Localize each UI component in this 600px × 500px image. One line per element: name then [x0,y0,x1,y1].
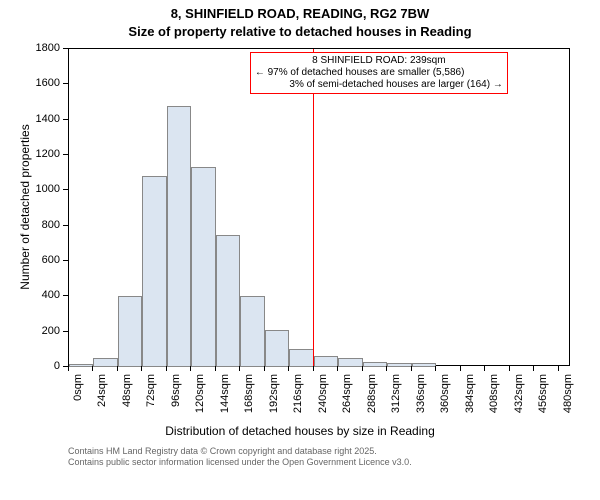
x-tick-label: 312sqm [390,374,402,413]
y-tick-mark [63,295,68,296]
x-tick-label: 336sqm [415,374,427,413]
x-tick-label: 168sqm [243,374,255,413]
reference-line [313,49,314,367]
x-tick-label: 408sqm [488,374,500,413]
x-tick-label: 72sqm [145,374,157,407]
chart-title-line2: Size of property relative to detached ho… [0,24,600,39]
info-box: 8 SHINFIELD ROAD: 239sqm ← 97% of detach… [250,52,508,94]
histogram-bar [314,356,338,367]
histogram-bar [265,330,289,367]
x-tick-mark [68,366,69,371]
y-tick-mark [63,331,68,332]
y-tick-label: 600 [28,254,60,266]
footer-line1: Contains HM Land Registry data © Crown c… [68,446,412,457]
y-tick-label: 200 [28,325,60,337]
x-tick-label: 120sqm [194,374,206,413]
x-tick-label: 48sqm [121,374,133,407]
histogram-bar [387,363,411,367]
x-tick-label: 192sqm [268,374,280,413]
info-line1: 8 SHINFIELD ROAD: 239sqm [255,55,503,67]
footer-text: Contains HM Land Registry data © Crown c… [68,446,412,468]
histogram-bar [363,362,387,367]
y-tick-label: 1200 [28,148,60,160]
x-tick-label: 24sqm [96,374,108,407]
x-tick-mark [411,366,412,371]
x-tick-label: 288sqm [366,374,378,413]
histogram-bar [167,106,191,367]
chart-container: 8, SHINFIELD ROAD, READING, RG2 7BW Size… [0,0,600,500]
x-tick-label: 96sqm [170,374,182,407]
x-tick-label: 144sqm [219,374,231,413]
x-tick-mark [362,366,363,371]
x-tick-mark [288,366,289,371]
y-tick-label: 0 [28,360,60,372]
x-tick-mark [435,366,436,371]
x-tick-mark [533,366,534,371]
y-tick-mark [63,154,68,155]
x-tick-label: 480sqm [562,374,574,413]
histogram-bar [142,176,166,367]
info-line2: ← 97% of detached houses are smaller (5,… [255,67,503,79]
histogram-bar [412,363,436,367]
y-tick-mark [63,48,68,49]
y-tick-mark [63,189,68,190]
histogram-bar [240,296,264,367]
x-tick-mark [558,366,559,371]
x-tick-mark [337,366,338,371]
histogram-bar [289,349,313,367]
y-tick-label: 400 [28,289,60,301]
x-tick-mark [166,366,167,371]
y-tick-mark [63,119,68,120]
y-tick-label: 1600 [28,77,60,89]
plot-area [68,48,570,366]
x-axis-label: Distribution of detached houses by size … [0,424,600,438]
x-tick-label: 0sqm [72,374,84,401]
y-tick-mark [63,225,68,226]
histogram-bar [118,296,142,367]
y-tick-label: 1000 [28,183,60,195]
y-tick-mark [63,83,68,84]
x-tick-mark [509,366,510,371]
x-tick-mark [264,366,265,371]
x-tick-mark [117,366,118,371]
histogram-bar [191,167,215,367]
x-tick-mark [484,366,485,371]
histogram-bar [93,358,117,367]
x-tick-mark [141,366,142,371]
x-tick-label: 240sqm [317,374,329,413]
info-line3: 3% of semi-detached houses are larger (1… [255,79,503,91]
footer-line2: Contains public sector information licen… [68,457,412,468]
x-tick-label: 432sqm [513,374,525,413]
x-tick-label: 384sqm [464,374,476,413]
y-tick-mark [63,260,68,261]
y-tick-label: 800 [28,219,60,231]
x-tick-label: 264sqm [341,374,353,413]
y-tick-label: 1400 [28,113,60,125]
histogram-bar [69,364,93,367]
x-tick-mark [190,366,191,371]
histogram-bar [338,358,362,367]
x-tick-mark [386,366,387,371]
x-tick-mark [313,366,314,371]
x-tick-mark [460,366,461,371]
x-tick-mark [215,366,216,371]
x-tick-mark [239,366,240,371]
x-tick-label: 216sqm [292,374,304,413]
x-tick-mark [92,366,93,371]
x-tick-label: 456sqm [537,374,549,413]
chart-title-line1: 8, SHINFIELD ROAD, READING, RG2 7BW [0,6,600,21]
y-tick-label: 1800 [28,42,60,54]
histogram-bar [216,235,240,368]
x-tick-label: 360sqm [439,374,451,413]
